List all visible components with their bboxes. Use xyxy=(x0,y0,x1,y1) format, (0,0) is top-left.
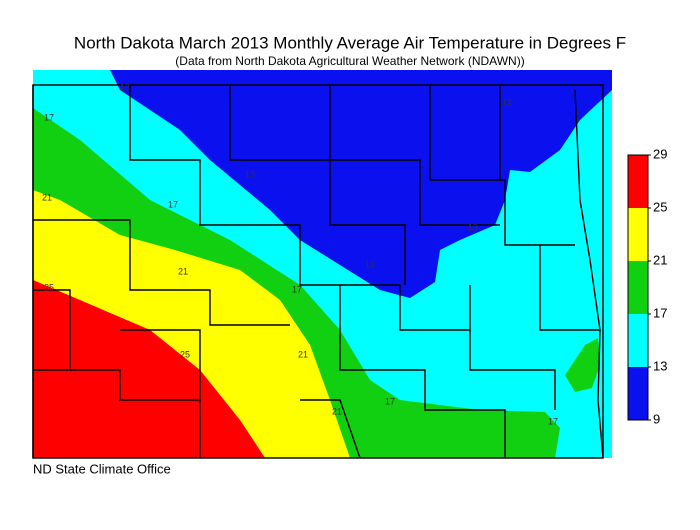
contour-label: 17 xyxy=(44,112,54,122)
legend-tick-label: 9 xyxy=(653,411,660,426)
contour-label: 13 xyxy=(468,222,478,232)
legend-tick-label: 25 xyxy=(653,199,667,214)
contour-labels: 13 13 13 12 13 17 17 17 17 17 21 21 21 2… xyxy=(42,82,558,426)
legend-frame xyxy=(627,154,649,421)
contour-label: 21 xyxy=(298,349,308,359)
legend-band xyxy=(628,261,648,314)
subtitle: (Data from North Dakota Agricultural Wea… xyxy=(175,54,524,68)
zone-25-29 xyxy=(33,280,265,458)
legend-band xyxy=(628,208,648,261)
zone-9-13 xyxy=(110,70,612,298)
county-lines xyxy=(32,84,604,459)
contour-label: 13 xyxy=(120,82,130,92)
legend-band xyxy=(628,314,648,367)
legend-band xyxy=(628,155,648,208)
footer: ND State Climate Office xyxy=(33,461,171,476)
contour-label: 17 xyxy=(168,199,178,209)
contour-label: 13 xyxy=(365,259,375,269)
contour-label: 17 xyxy=(548,416,558,426)
legend-tick-label: 13 xyxy=(653,358,667,373)
map: 13 13 13 12 13 17 17 17 17 17 21 21 21 2… xyxy=(32,70,612,459)
contour-label: 12 xyxy=(502,97,512,107)
legend: 9 13 17 21 25 29 xyxy=(627,146,667,426)
legend-tick-label: 29 xyxy=(653,146,667,161)
zone-9-13-lake xyxy=(522,112,555,162)
contour-label: 17 xyxy=(292,284,302,294)
contour-label: 25 xyxy=(180,349,190,359)
contour-label: 21 xyxy=(178,266,188,276)
zone-17-21-east xyxy=(565,338,600,392)
contour-label: 17 xyxy=(385,396,395,406)
contour-label: 21 xyxy=(332,406,342,416)
contour-label: 13 xyxy=(245,169,255,179)
contour-label: 21 xyxy=(42,192,52,202)
legend-tick-label: 17 xyxy=(653,305,667,320)
contour-label: 25 xyxy=(44,282,54,292)
title: North Dakota March 2013 Monthly Average … xyxy=(74,33,626,52)
legend-band xyxy=(628,367,648,420)
legend-tick-label: 21 xyxy=(653,252,667,267)
